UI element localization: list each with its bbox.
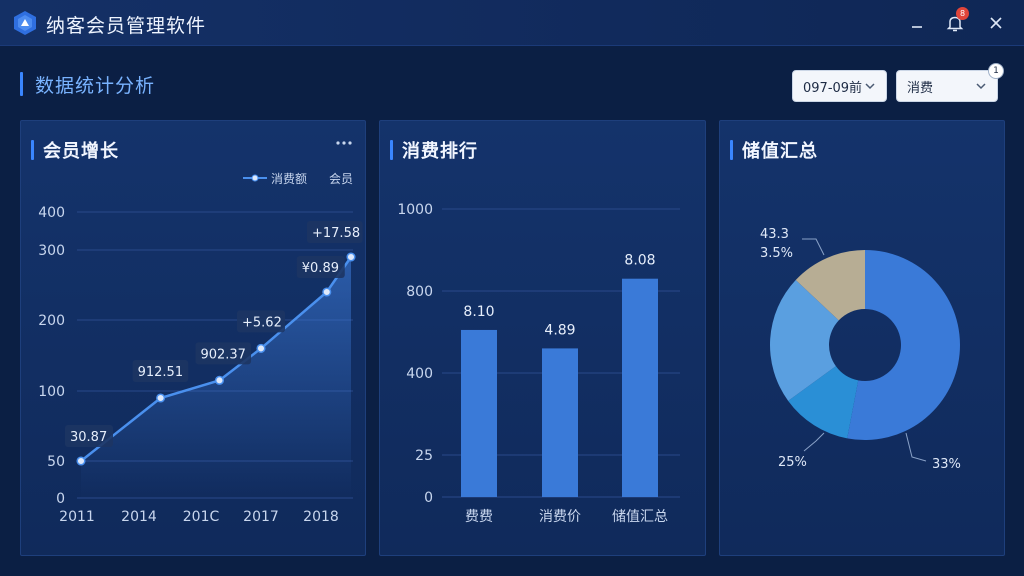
y-tick-label: 1000 — [397, 202, 433, 218]
y-tick-label: 400 — [406, 366, 433, 382]
y-tick-label: 200 — [38, 313, 65, 329]
stored-value-title: 储值汇总 — [742, 141, 818, 162]
member-growth-title: 会员增长 — [43, 141, 119, 162]
type-filter-select[interactable]: 消费 — [896, 70, 998, 102]
point-label: 912.51 — [138, 365, 184, 380]
slice-label: 43.3 — [760, 227, 789, 242]
line-area — [81, 257, 351, 498]
pie-slice[interactable] — [847, 250, 960, 440]
title-bar: 纳客会员管理软件 8 — [0, 0, 1024, 46]
point-label: 30.87 — [70, 430, 107, 445]
point-label: +17.58 — [312, 226, 360, 241]
member-growth-chart: 0 50 100 200 300 400 2011 2014 201C 2017 2018 30.87… — [38, 172, 363, 525]
pie-slice[interactable] — [788, 366, 859, 439]
consumption-ranking-panel: 消费排行 0 25 400 800 1000 8.10 费费 4.89 消费价 8.08 储值汇总 — [379, 120, 706, 556]
slice-label: 25% — [778, 455, 807, 470]
minimize-icon — [912, 26, 922, 28]
legend-item: 会员 — [329, 172, 353, 186]
point-label-bg — [307, 221, 363, 243]
accent-bar — [31, 140, 34, 160]
date-filter-select[interactable]: 097-09前 — [792, 70, 887, 102]
accent-bar — [730, 140, 733, 160]
y-tick-label: 0 — [424, 490, 433, 506]
close-button[interactable] — [982, 9, 1010, 37]
y-tick-label: 800 — [406, 284, 433, 300]
bar-value-label: 8.10 — [463, 304, 494, 320]
data-point[interactable] — [322, 287, 332, 297]
pie-slice[interactable] — [770, 279, 839, 401]
more-icon[interactable] — [335, 139, 353, 147]
x-tick-label: 储值汇总 — [612, 509, 668, 525]
x-tick-label: 2011 — [59, 509, 95, 525]
page-title: 数据统计分析 — [35, 74, 156, 97]
point-label-bg — [237, 310, 285, 333]
data-point[interactable] — [76, 456, 86, 466]
leader-line — [905, 432, 927, 462]
close-icon — [990, 17, 1002, 29]
point-label-bg — [195, 342, 252, 365]
type-filter-value: 消费 — [907, 80, 934, 96]
corner-badge: 1 — [988, 63, 1004, 79]
pie-slice[interactable] — [795, 250, 865, 321]
bar-value-label: 4.89 — [544, 322, 575, 338]
data-point[interactable] — [256, 343, 266, 353]
x-tick-label: 2014 — [121, 509, 157, 525]
x-tick-label: 费费 — [465, 509, 493, 525]
app-logo-icon — [14, 11, 36, 35]
bar[interactable] — [542, 348, 578, 497]
stored-value-chart: 43.3 3.5% 25% 33% — [760, 227, 961, 472]
bar-value-label: 8.08 — [624, 253, 655, 269]
bar[interactable] — [461, 329, 497, 497]
data-point[interactable] — [346, 252, 356, 262]
stored-value-panel: 储值汇总 43.3 3.5% 25% 33% — [719, 120, 1005, 556]
chevron-down-icon — [976, 83, 986, 90]
member-growth-panel: 会员增长 0 50 100 200 300 400 2011 2014 201C 2017 2018… — [20, 120, 366, 556]
accent-bar — [390, 140, 393, 160]
x-tick-label: 2018 — [303, 509, 339, 525]
point-label: ¥0.89 — [302, 261, 339, 276]
series-line — [80, 256, 353, 462]
bar[interactable] — [622, 278, 658, 497]
bell-icon — [946, 16, 964, 32]
y-tick-label: 300 — [38, 243, 65, 259]
data-point[interactable] — [214, 375, 225, 385]
point-label-bg — [132, 360, 189, 382]
notification-button[interactable]: 8 — [941, 7, 969, 37]
app-title: 纳客会员管理软件 — [46, 15, 207, 37]
y-tick-label: 25 — [415, 448, 433, 464]
x-tick-label: 消费价 — [539, 509, 581, 525]
minimize-button[interactable] — [903, 9, 931, 37]
leader-line — [802, 238, 825, 256]
point-label-bg — [296, 256, 345, 278]
notification-badge: 8 — [956, 7, 969, 20]
accent-bar — [20, 72, 23, 96]
page-header: 数据统计分析 — [20, 70, 155, 98]
point-label: 902.37 — [200, 347, 246, 362]
y-tick-label: 400 — [38, 205, 65, 221]
data-point[interactable] — [156, 393, 166, 403]
point-label-bg — [65, 425, 113, 447]
y-tick-label: 0 — [56, 491, 65, 507]
x-tick-label: 2017 — [243, 509, 279, 525]
y-tick-label: 100 — [38, 384, 65, 400]
consumption-ranking-title: 消费排行 — [402, 141, 478, 162]
y-tick-label: 50 — [47, 454, 65, 470]
date-filter-value: 097-09前 — [803, 80, 863, 96]
leader-line — [803, 432, 825, 452]
consumption-ranking-chart: 0 25 400 800 1000 8.10 费费 4.89 消费价 8.08 储值汇总 — [397, 202, 680, 525]
legend-item: 消费额 — [271, 172, 307, 186]
point-label: +5.62 — [242, 315, 282, 330]
legend-marker — [251, 174, 259, 182]
slice-label: 33% — [932, 457, 961, 472]
chevron-down-icon — [865, 83, 875, 90]
x-tick-label: 201C — [183, 509, 220, 525]
slice-label: 3.5% — [760, 246, 793, 261]
